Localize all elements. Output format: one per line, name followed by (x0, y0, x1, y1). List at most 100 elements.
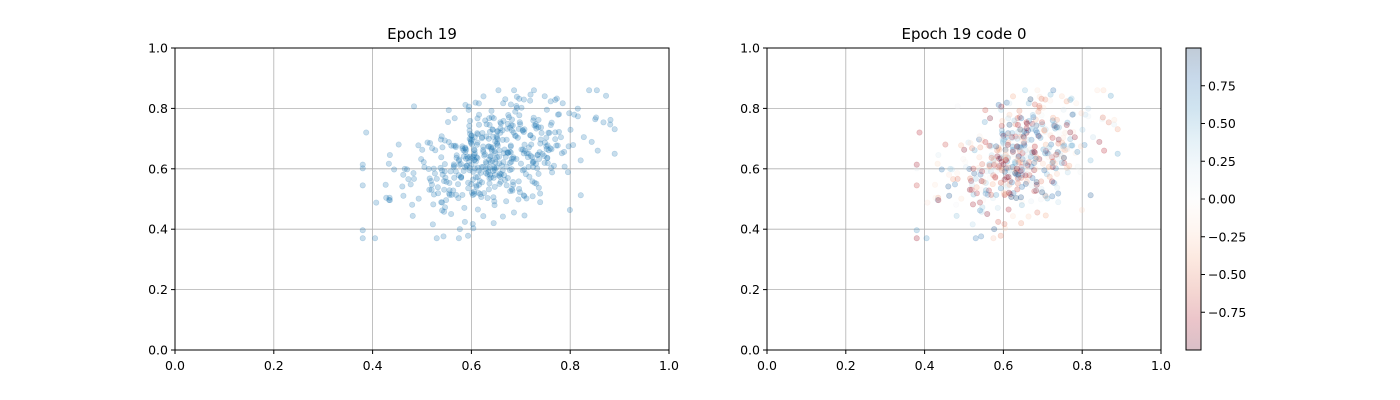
data-point (489, 126, 496, 133)
data-point (500, 159, 507, 166)
data-point (994, 167, 1001, 174)
data-point (525, 144, 532, 151)
data-point (1014, 143, 1021, 150)
data-point (1003, 134, 1010, 141)
data-point (460, 153, 467, 160)
data-point (1039, 121, 1046, 128)
data-point (510, 154, 517, 161)
data-point (934, 196, 941, 203)
data-point (990, 195, 997, 202)
data-point (594, 147, 601, 154)
data-point (533, 125, 540, 132)
data-point (463, 162, 470, 169)
data-point (1068, 142, 1075, 149)
data-point (496, 153, 503, 160)
data-point (478, 164, 485, 171)
data-point (485, 135, 492, 142)
data-point (521, 141, 528, 148)
x-tick-label: 0.2 (264, 358, 284, 373)
data-point (1014, 156, 1021, 163)
data-point (1019, 171, 1026, 178)
data-point (470, 225, 477, 232)
x-axis: 0.0 0.2 0.4 0.6 0.8 1.0 (757, 350, 1171, 373)
data-point (1011, 166, 1018, 173)
data-point (516, 185, 523, 192)
data-point (485, 169, 492, 176)
data-point (1050, 122, 1057, 129)
data-point (471, 156, 478, 163)
data-point (1005, 154, 1012, 161)
data-point (1031, 159, 1038, 166)
data-point (971, 170, 978, 177)
data-point (543, 106, 550, 113)
data-point (984, 210, 991, 217)
data-point (1053, 170, 1060, 177)
data-point (1045, 154, 1052, 161)
data-point (555, 128, 562, 135)
data-point (506, 114, 513, 121)
data-point (1077, 169, 1084, 176)
data-point (1029, 112, 1036, 119)
data-point (986, 161, 993, 168)
data-point (491, 148, 498, 155)
data-point (500, 100, 507, 107)
data-point (487, 174, 494, 181)
data-point (1052, 125, 1059, 132)
data-point (935, 197, 942, 204)
data-point (1030, 148, 1037, 155)
data-point (1021, 136, 1028, 143)
data-point (988, 152, 995, 159)
data-point (385, 160, 392, 167)
data-point (995, 145, 1002, 152)
data-point (1060, 146, 1067, 153)
data-point (431, 170, 438, 177)
data-point (1023, 173, 1030, 180)
data-point (996, 146, 1003, 153)
data-point (986, 164, 993, 171)
data-point (552, 129, 559, 136)
data-point (1018, 202, 1025, 209)
data-point (995, 144, 1002, 151)
data-point (1054, 155, 1061, 162)
data-point (1033, 179, 1040, 186)
data-point (1020, 134, 1027, 141)
data-point (1031, 143, 1038, 150)
data-point (593, 87, 600, 94)
data-point (421, 164, 428, 171)
data-point (580, 134, 587, 141)
data-point (474, 115, 481, 122)
data-point (1033, 181, 1040, 188)
data-point (485, 143, 492, 150)
data-point (1006, 181, 1013, 188)
data-point (1041, 127, 1048, 134)
data-point (534, 151, 541, 158)
data-point (1009, 130, 1016, 137)
data-point (446, 179, 453, 186)
data-point (1017, 168, 1024, 175)
data-point (470, 188, 477, 195)
data-point (455, 235, 462, 242)
data-point (531, 122, 538, 129)
data-point (1019, 150, 1026, 157)
data-point (504, 149, 511, 156)
data-point (539, 150, 546, 157)
data-point (469, 176, 476, 183)
data-point (505, 149, 512, 156)
data-point (1000, 132, 1007, 139)
data-point (1017, 126, 1024, 133)
data-point (527, 153, 534, 160)
data-point (521, 147, 528, 154)
data-point (485, 186, 492, 193)
data-point (1018, 220, 1025, 227)
data-point (1001, 221, 1008, 228)
data-point (1042, 193, 1049, 200)
data-point (979, 204, 986, 211)
data-point (1063, 98, 1070, 105)
data-point (1004, 183, 1011, 190)
y-tick-label: 1.0 (740, 41, 760, 56)
data-point (530, 114, 537, 121)
data-point (1028, 163, 1035, 170)
data-point (490, 174, 497, 181)
data-point (1047, 153, 1054, 160)
data-point (991, 226, 998, 233)
